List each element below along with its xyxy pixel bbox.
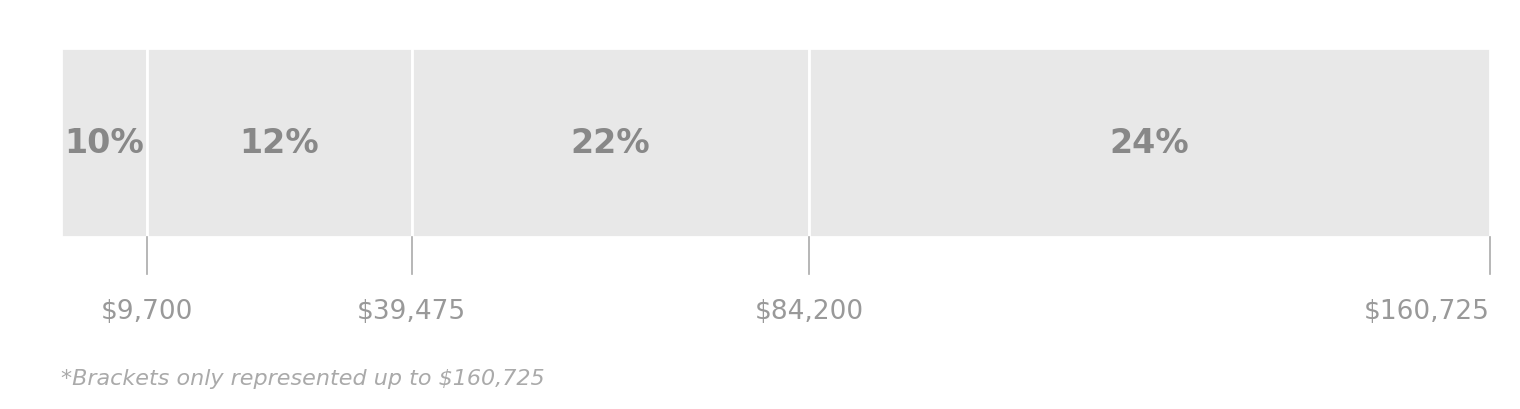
Text: 22%: 22% — [570, 127, 651, 160]
Text: $39,475: $39,475 — [357, 299, 467, 324]
Text: $84,200: $84,200 — [755, 299, 863, 324]
Text: 24%: 24% — [1110, 127, 1189, 160]
Text: $9,700: $9,700 — [100, 299, 193, 324]
Bar — [61, 49, 147, 237]
Bar — [809, 49, 1490, 237]
Bar — [147, 49, 412, 237]
Text: 10%: 10% — [64, 127, 144, 160]
Text: $160,725: $160,725 — [1363, 299, 1490, 324]
Text: 12%: 12% — [240, 127, 319, 160]
Text: *Brackets only represented up to $160,725: *Brackets only represented up to $160,72… — [61, 368, 544, 388]
Bar — [412, 49, 809, 237]
